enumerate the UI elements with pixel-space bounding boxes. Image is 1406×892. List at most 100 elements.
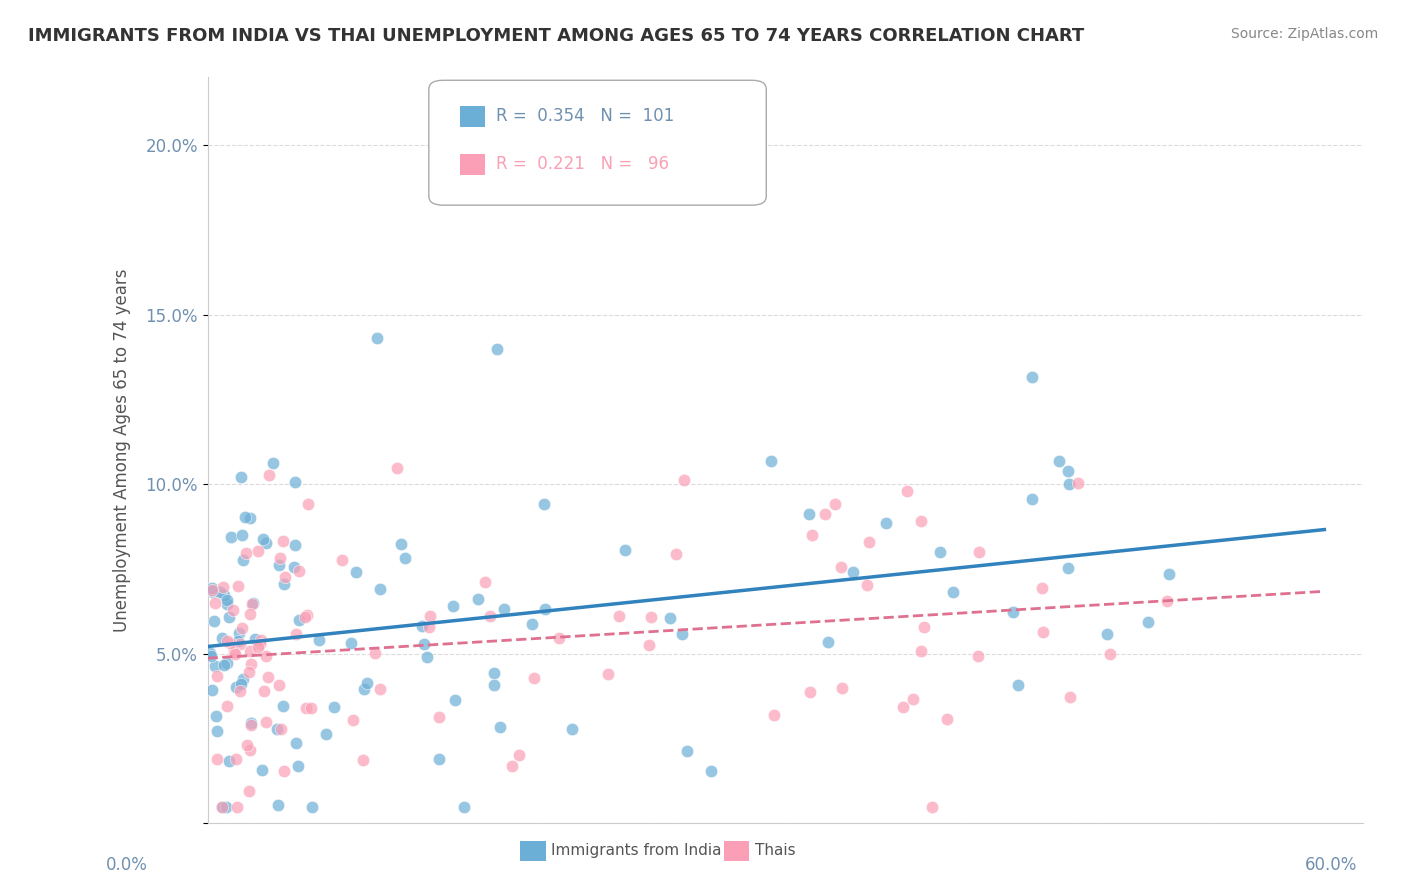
Thais bbox=[229, 637, 252, 651]
Thais bbox=[267, 678, 290, 692]
Immigrants from India bbox=[875, 516, 897, 530]
Thais bbox=[910, 643, 932, 657]
Immigrants from India bbox=[799, 507, 821, 521]
Immigrants from India bbox=[467, 591, 489, 606]
Thais bbox=[225, 751, 247, 765]
Immigrants from India bbox=[205, 708, 228, 723]
Thais bbox=[332, 553, 354, 567]
Thais bbox=[523, 671, 546, 685]
Immigrants from India bbox=[267, 798, 290, 813]
Thais bbox=[763, 708, 786, 723]
Thais bbox=[294, 610, 316, 624]
Immigrants from India bbox=[389, 536, 412, 550]
Thais bbox=[224, 647, 246, 661]
Thais bbox=[235, 546, 257, 560]
Thais bbox=[226, 579, 249, 593]
Thais bbox=[217, 699, 239, 714]
Immigrants from India bbox=[340, 636, 363, 650]
Immigrants from India bbox=[240, 716, 263, 731]
Thais bbox=[910, 514, 932, 528]
Immigrants from India bbox=[235, 509, 257, 524]
Thais bbox=[1098, 647, 1121, 661]
Immigrants from India bbox=[1057, 561, 1080, 575]
Immigrants from India bbox=[941, 584, 963, 599]
Immigrants from India bbox=[929, 545, 952, 559]
Thais bbox=[800, 528, 823, 542]
Thais bbox=[418, 620, 440, 634]
Immigrants from India bbox=[394, 550, 416, 565]
Thais bbox=[226, 799, 249, 814]
Thais bbox=[238, 665, 260, 679]
Immigrants from India bbox=[200, 648, 222, 663]
Immigrants from India bbox=[492, 601, 515, 615]
Thais bbox=[967, 545, 990, 559]
Immigrants from India bbox=[212, 589, 235, 603]
Thais bbox=[211, 799, 233, 814]
Thais bbox=[901, 691, 924, 706]
Immigrants from India bbox=[202, 614, 225, 628]
Immigrants from India bbox=[416, 649, 439, 664]
Thais bbox=[224, 645, 246, 659]
Text: Immigrants from India: Immigrants from India bbox=[551, 844, 721, 858]
Immigrants from India bbox=[266, 723, 288, 737]
Immigrants from India bbox=[1057, 464, 1080, 478]
Immigrants from India bbox=[1047, 454, 1070, 468]
Immigrants from India bbox=[1057, 477, 1080, 491]
Thais bbox=[239, 607, 262, 622]
Immigrants from India bbox=[250, 763, 273, 777]
Thais bbox=[672, 473, 695, 487]
Thais bbox=[665, 547, 688, 561]
Immigrants from India bbox=[269, 558, 291, 572]
Thais bbox=[240, 718, 263, 732]
Immigrants from India bbox=[427, 751, 450, 765]
Thais bbox=[247, 544, 270, 558]
Thais bbox=[207, 669, 229, 683]
Immigrants from India bbox=[232, 553, 254, 567]
Immigrants from India bbox=[453, 799, 475, 814]
Thais bbox=[288, 564, 311, 578]
Thais bbox=[921, 799, 943, 814]
Text: R =  0.221   N =   96: R = 0.221 N = 96 bbox=[496, 155, 669, 173]
Thais bbox=[547, 631, 569, 645]
Thais bbox=[204, 596, 226, 610]
Immigrants from India bbox=[1157, 566, 1180, 581]
Immigrants from India bbox=[283, 559, 305, 574]
Thais bbox=[813, 507, 835, 521]
Immigrants from India bbox=[486, 343, 509, 357]
Thais bbox=[640, 610, 662, 624]
Immigrants from India bbox=[211, 632, 233, 646]
Immigrants from India bbox=[239, 511, 262, 525]
Thais bbox=[269, 551, 291, 566]
Immigrants from India bbox=[214, 799, 236, 814]
Immigrants from India bbox=[229, 470, 252, 484]
Thais bbox=[508, 748, 530, 763]
Immigrants from India bbox=[366, 331, 388, 345]
Thais bbox=[254, 715, 277, 730]
Thais bbox=[235, 738, 257, 752]
Thais bbox=[363, 647, 385, 661]
Immigrants from India bbox=[520, 616, 543, 631]
Immigrants from India bbox=[242, 596, 264, 610]
Immigrants from India bbox=[225, 680, 247, 694]
Thais bbox=[912, 620, 935, 634]
Immigrants from India bbox=[413, 637, 436, 651]
Immigrants from India bbox=[482, 665, 505, 680]
Immigrants from India bbox=[254, 535, 277, 549]
Immigrants from India bbox=[671, 627, 693, 641]
Thais bbox=[239, 643, 262, 657]
Immigrants from India bbox=[699, 764, 721, 779]
Thais bbox=[368, 681, 391, 696]
Thais bbox=[858, 535, 880, 549]
Thais bbox=[201, 583, 224, 598]
Thais bbox=[479, 609, 502, 624]
Immigrants from India bbox=[218, 609, 240, 624]
Immigrants from India bbox=[212, 658, 235, 673]
Immigrants from India bbox=[201, 683, 224, 698]
Immigrants from India bbox=[231, 672, 253, 686]
Immigrants from India bbox=[1007, 678, 1029, 692]
Immigrants from India bbox=[215, 597, 238, 611]
Immigrants from India bbox=[287, 759, 309, 773]
Thais bbox=[217, 634, 239, 648]
Thais bbox=[229, 684, 252, 698]
Thais bbox=[596, 666, 619, 681]
